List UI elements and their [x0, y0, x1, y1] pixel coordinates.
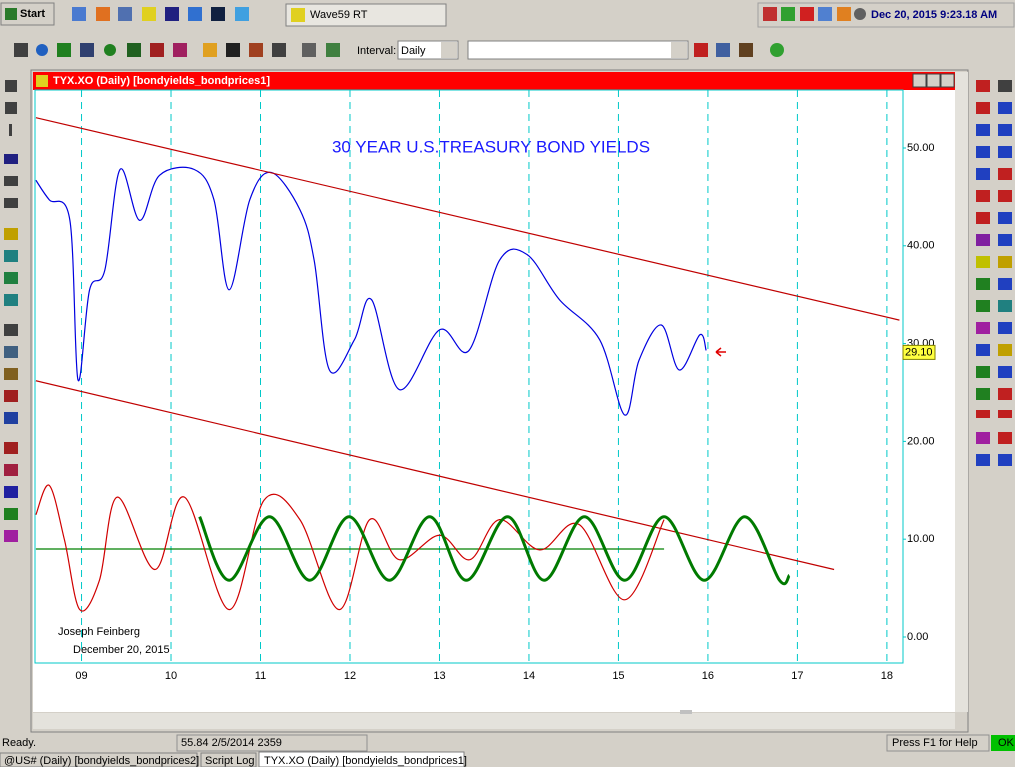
x-tick-label: 12	[344, 670, 356, 682]
clock: Dec 20, 2015 9:23.18 AM	[871, 9, 997, 21]
start-icon	[5, 8, 17, 20]
x-tick-label: 10	[165, 670, 177, 682]
x-tick-label: 13	[433, 670, 445, 682]
status-ok: OK	[998, 737, 1015, 749]
x-tick-label: 18	[881, 670, 893, 682]
chart-canvas	[33, 90, 955, 712]
quick-launch	[72, 7, 249, 21]
x-tick-label: 14	[523, 670, 535, 682]
toolbar-icons-right	[694, 43, 784, 57]
status-help: Press F1 for Help	[892, 737, 978, 749]
scroll-thumb[interactable]	[680, 710, 692, 714]
tab[interactable]	[0, 752, 198, 767]
symbol-arrow[interactable]	[671, 42, 687, 58]
series-line	[35, 166, 707, 416]
v-scrollbar[interactable]	[955, 72, 968, 712]
series-line	[198, 515, 791, 586]
task-label: Wave59 RT	[310, 9, 368, 21]
y-tick-label: 40.00	[907, 240, 935, 252]
status-cell	[176, 734, 368, 752]
symbol-select[interactable]	[467, 40, 689, 60]
interval-arrow[interactable]	[441, 42, 457, 58]
tab[interactable]	[200, 752, 257, 767]
y-tick-label: 50.00	[907, 142, 935, 154]
plot-frame	[34, 89, 904, 664]
series-line	[35, 484, 665, 612]
interval-value: Daily	[401, 45, 426, 57]
x-tick-label: 11	[255, 670, 266, 682]
start-label: Start	[20, 8, 45, 20]
tab-label: TYX.XO (Daily) [bondyields_bondprices1]	[264, 755, 467, 767]
window-title: TYX.XO (Daily) [bondyields_bondprices1]	[53, 75, 270, 87]
left-tools	[4, 80, 18, 542]
series-line	[35, 117, 900, 321]
right-tools	[976, 80, 1012, 466]
task-icon	[291, 8, 305, 22]
interval-label: Interval:	[357, 45, 396, 57]
h-scrollbar[interactable]	[33, 713, 955, 729]
y-tick-label: 0.00	[907, 631, 928, 643]
last-price-label: 29.10	[905, 346, 933, 358]
y-tick-label: 10.00	[907, 533, 935, 545]
toolbar-icons	[14, 43, 340, 57]
status-cursor: 55.84 2/5/2014 2359	[181, 737, 282, 749]
x-tick-label: 09	[75, 670, 87, 682]
tab-active[interactable]	[258, 751, 465, 767]
status-cell	[886, 734, 990, 752]
tab-label: @US# (Daily) [bondyields_bondprices2]	[4, 755, 199, 767]
status-ok-box	[991, 735, 1015, 751]
y-tick-label: 20.00	[907, 435, 935, 447]
series-line	[35, 380, 835, 571]
tray-icons	[763, 7, 866, 21]
window-controls	[912, 73, 955, 88]
status-bar	[0, 734, 1015, 752]
window-titlebar	[33, 72, 955, 90]
tab-label: Script Log	[205, 755, 255, 767]
status-ready: Ready.	[2, 737, 36, 749]
last-price-box	[902, 344, 936, 360]
x-tick-label: 15	[612, 670, 624, 682]
chart-title: 30 YEAR U.S.TREASURY BOND YIELDS	[332, 137, 650, 156]
last-price-arrow	[715, 347, 726, 357]
annotation: December 20, 2015	[73, 644, 170, 656]
annotation: Joseph Feinberg	[58, 626, 140, 638]
x-tick-label: 16	[702, 670, 714, 682]
task-button[interactable]	[285, 3, 447, 27]
plot: 09 10 11 12 13 14 15 16 17 180.0010.0020.0030.004…	[35, 90, 936, 682]
window-icon	[36, 75, 48, 87]
x-tick-label: 17	[791, 670, 803, 682]
